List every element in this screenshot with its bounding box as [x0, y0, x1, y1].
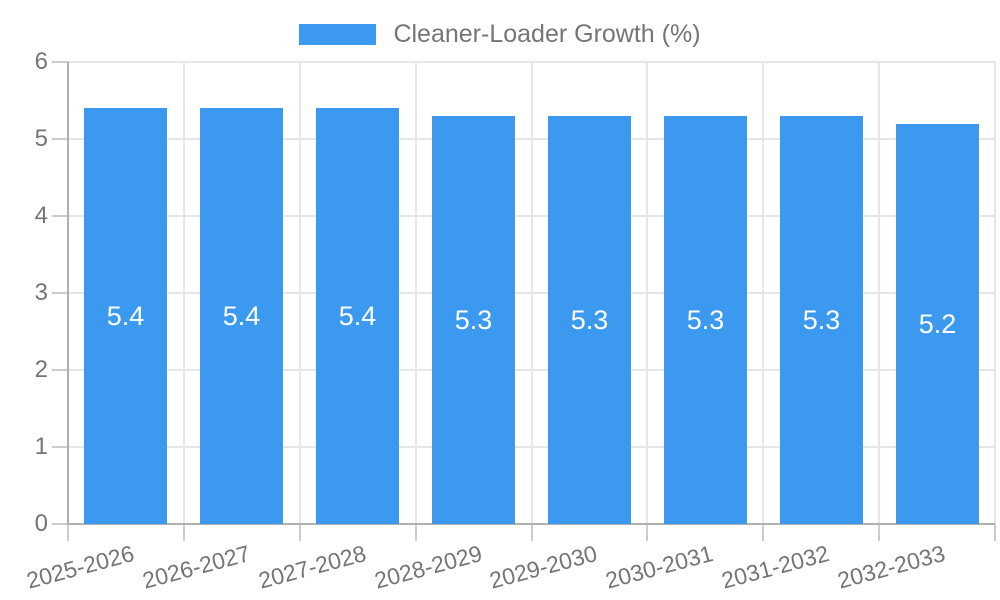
x-axis-label: 2025-2026 — [23, 540, 137, 594]
x-tick — [67, 524, 69, 541]
legend-swatch — [299, 24, 377, 45]
y-axis-line — [67, 62, 69, 524]
x-axis-line — [67, 523, 995, 525]
bar-value-label: 5.3 — [454, 304, 493, 335]
x-axis-label: 2028-2029 — [371, 540, 485, 594]
y-tick — [52, 523, 68, 525]
legend[interactable]: Cleaner-Loader Growth (%) — [0, 20, 1000, 49]
x-gridline — [299, 62, 301, 524]
x-tick — [415, 524, 417, 541]
x-tick — [762, 524, 764, 541]
bar-value-label: 5.3 — [802, 304, 841, 335]
y-axis-label: 3 — [34, 279, 48, 306]
y-axis-label: 2 — [34, 356, 48, 383]
y-tick — [52, 138, 68, 140]
bar[interactable]: 5.3 — [548, 116, 631, 524]
x-gridline — [878, 62, 880, 524]
x-tick — [531, 524, 533, 541]
y-axis-label: 6 — [34, 48, 48, 75]
bar-value-label: 5.4 — [106, 300, 145, 331]
y-tick — [52, 369, 68, 371]
y-tick — [52, 446, 68, 448]
x-axis-label: 2032-2033 — [834, 540, 948, 594]
x-tick — [994, 524, 996, 541]
x-gridline — [994, 62, 996, 524]
x-tick — [183, 524, 185, 541]
bar[interactable]: 5.4 — [84, 108, 167, 524]
y-axis-label: 0 — [34, 510, 48, 537]
x-tick — [878, 524, 880, 541]
y-axis-label: 1 — [34, 433, 48, 460]
bar[interactable]: 5.2 — [896, 124, 979, 524]
y-tick — [52, 61, 68, 63]
x-tick — [646, 524, 648, 541]
x-tick — [299, 524, 301, 541]
y-tick — [52, 215, 68, 217]
x-gridline — [531, 62, 533, 524]
bar[interactable]: 5.3 — [664, 116, 747, 524]
x-axis-label: 2031-2032 — [718, 540, 832, 594]
bar-value-label: 5.3 — [686, 304, 725, 335]
x-axis-label: 2030-2031 — [603, 540, 717, 594]
x-gridline — [646, 62, 648, 524]
x-axis-label: 2029-2030 — [487, 540, 601, 594]
x-gridline — [762, 62, 764, 524]
bar-value-label: 5.3 — [570, 304, 609, 335]
x-gridline — [183, 62, 185, 524]
bar[interactable]: 5.3 — [432, 116, 515, 524]
bar[interactable]: 5.3 — [780, 116, 863, 524]
x-axis-label: 2026-2027 — [139, 540, 253, 594]
y-tick — [52, 292, 68, 294]
legend-label: Cleaner-Loader Growth (%) — [393, 20, 701, 48]
bar-value-label: 5.4 — [338, 300, 377, 331]
bar-value-label: 5.2 — [918, 308, 957, 339]
bar[interactable]: 5.4 — [316, 108, 399, 524]
y-axis-label: 5 — [34, 125, 48, 152]
y-axis-label: 4 — [34, 202, 48, 229]
bar[interactable]: 5.4 — [200, 108, 283, 524]
bar-value-label: 5.4 — [222, 300, 261, 331]
x-gridline — [415, 62, 417, 524]
x-axis-label: 2027-2028 — [255, 540, 369, 594]
